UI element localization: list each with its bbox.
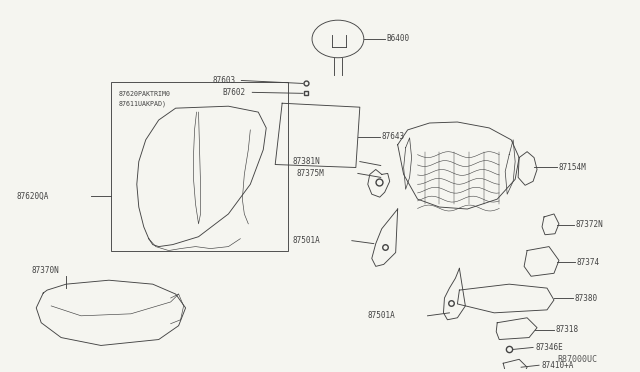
Bar bbox=[111, 83, 288, 251]
Text: 87410+A: 87410+A bbox=[541, 361, 573, 370]
Text: 87372N: 87372N bbox=[576, 220, 604, 230]
Text: 87381N: 87381N bbox=[292, 157, 320, 166]
Text: 87611UAKPAD): 87611UAKPAD) bbox=[119, 101, 167, 108]
Text: R87000UC: R87000UC bbox=[557, 355, 597, 364]
Text: B6400: B6400 bbox=[387, 35, 410, 44]
Text: B7602: B7602 bbox=[223, 88, 246, 97]
Text: 87318: 87318 bbox=[556, 325, 579, 334]
Text: 87620PAKTRIM0: 87620PAKTRIM0 bbox=[119, 92, 171, 97]
Text: 87154M: 87154M bbox=[559, 163, 587, 172]
Text: 87375M: 87375M bbox=[296, 169, 324, 178]
Text: 87346E: 87346E bbox=[535, 343, 563, 352]
Text: 87620QA: 87620QA bbox=[17, 192, 49, 201]
Text: 87501A: 87501A bbox=[292, 236, 320, 245]
Text: 87374: 87374 bbox=[577, 258, 600, 267]
Text: 87643: 87643 bbox=[381, 132, 405, 141]
Text: 87501A: 87501A bbox=[368, 311, 396, 320]
Text: 87370N: 87370N bbox=[31, 266, 59, 275]
Text: 87380: 87380 bbox=[575, 294, 598, 302]
Text: 87603: 87603 bbox=[212, 76, 236, 85]
